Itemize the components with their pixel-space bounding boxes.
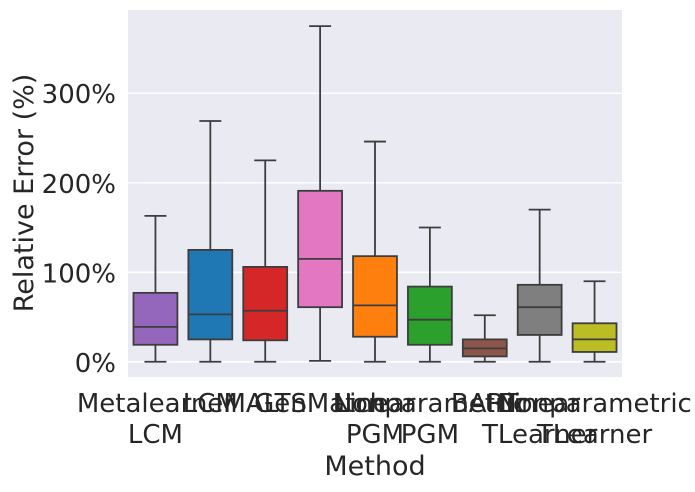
x-tick-label: PGM — [346, 420, 404, 450]
y-tick-label: 100% — [42, 259, 116, 289]
box-group — [352, 140, 398, 363]
box — [297, 189, 343, 309]
y-tick-label: 300% — [42, 80, 116, 110]
y-tick-label: 0% — [75, 349, 116, 379]
box-group — [407, 226, 453, 363]
box-group — [461, 314, 508, 363]
box — [352, 255, 398, 338]
x-axis-label: Method — [324, 451, 425, 482]
x-tick-label: MALTS — [223, 389, 307, 419]
box-group — [516, 208, 563, 363]
box — [242, 265, 289, 342]
x-tick-label: GenMatch — [254, 389, 386, 419]
box — [132, 291, 179, 346]
box-group — [132, 214, 179, 363]
box — [516, 283, 563, 336]
x-tick-labels: MetalearnerLCMLCMMALTSGenMatchLinearPGMN… — [77, 389, 692, 450]
box-group — [187, 120, 234, 363]
x-tick-label: Nonparametric — [333, 389, 528, 419]
x-tick-label: Linear — [499, 389, 580, 419]
x-tick-label: LCM — [183, 389, 238, 419]
box — [407, 285, 453, 346]
box-group — [297, 25, 343, 362]
x-tick-label: TLearner — [536, 420, 653, 450]
box-group — [242, 159, 289, 363]
x-tick-label: TLearner — [481, 420, 598, 450]
x-tick-label: BART — [451, 389, 519, 419]
boxes — [132, 25, 618, 363]
y-tick-label: 200% — [42, 170, 116, 200]
x-tick-label: LCM — [128, 420, 183, 450]
box — [187, 248, 234, 341]
x-tick-label: PGM — [401, 420, 459, 450]
box — [571, 322, 618, 353]
x-tick-label: Metalearner — [77, 389, 234, 419]
x-tick-label: Linear — [335, 389, 416, 419]
y-axis-label: Relative Error (%) — [9, 74, 40, 313]
box-group — [571, 280, 618, 363]
y-tick-labels: 0% 100% 200% 300% — [42, 80, 116, 379]
x-tick-label: Nonparametric — [497, 389, 692, 419]
